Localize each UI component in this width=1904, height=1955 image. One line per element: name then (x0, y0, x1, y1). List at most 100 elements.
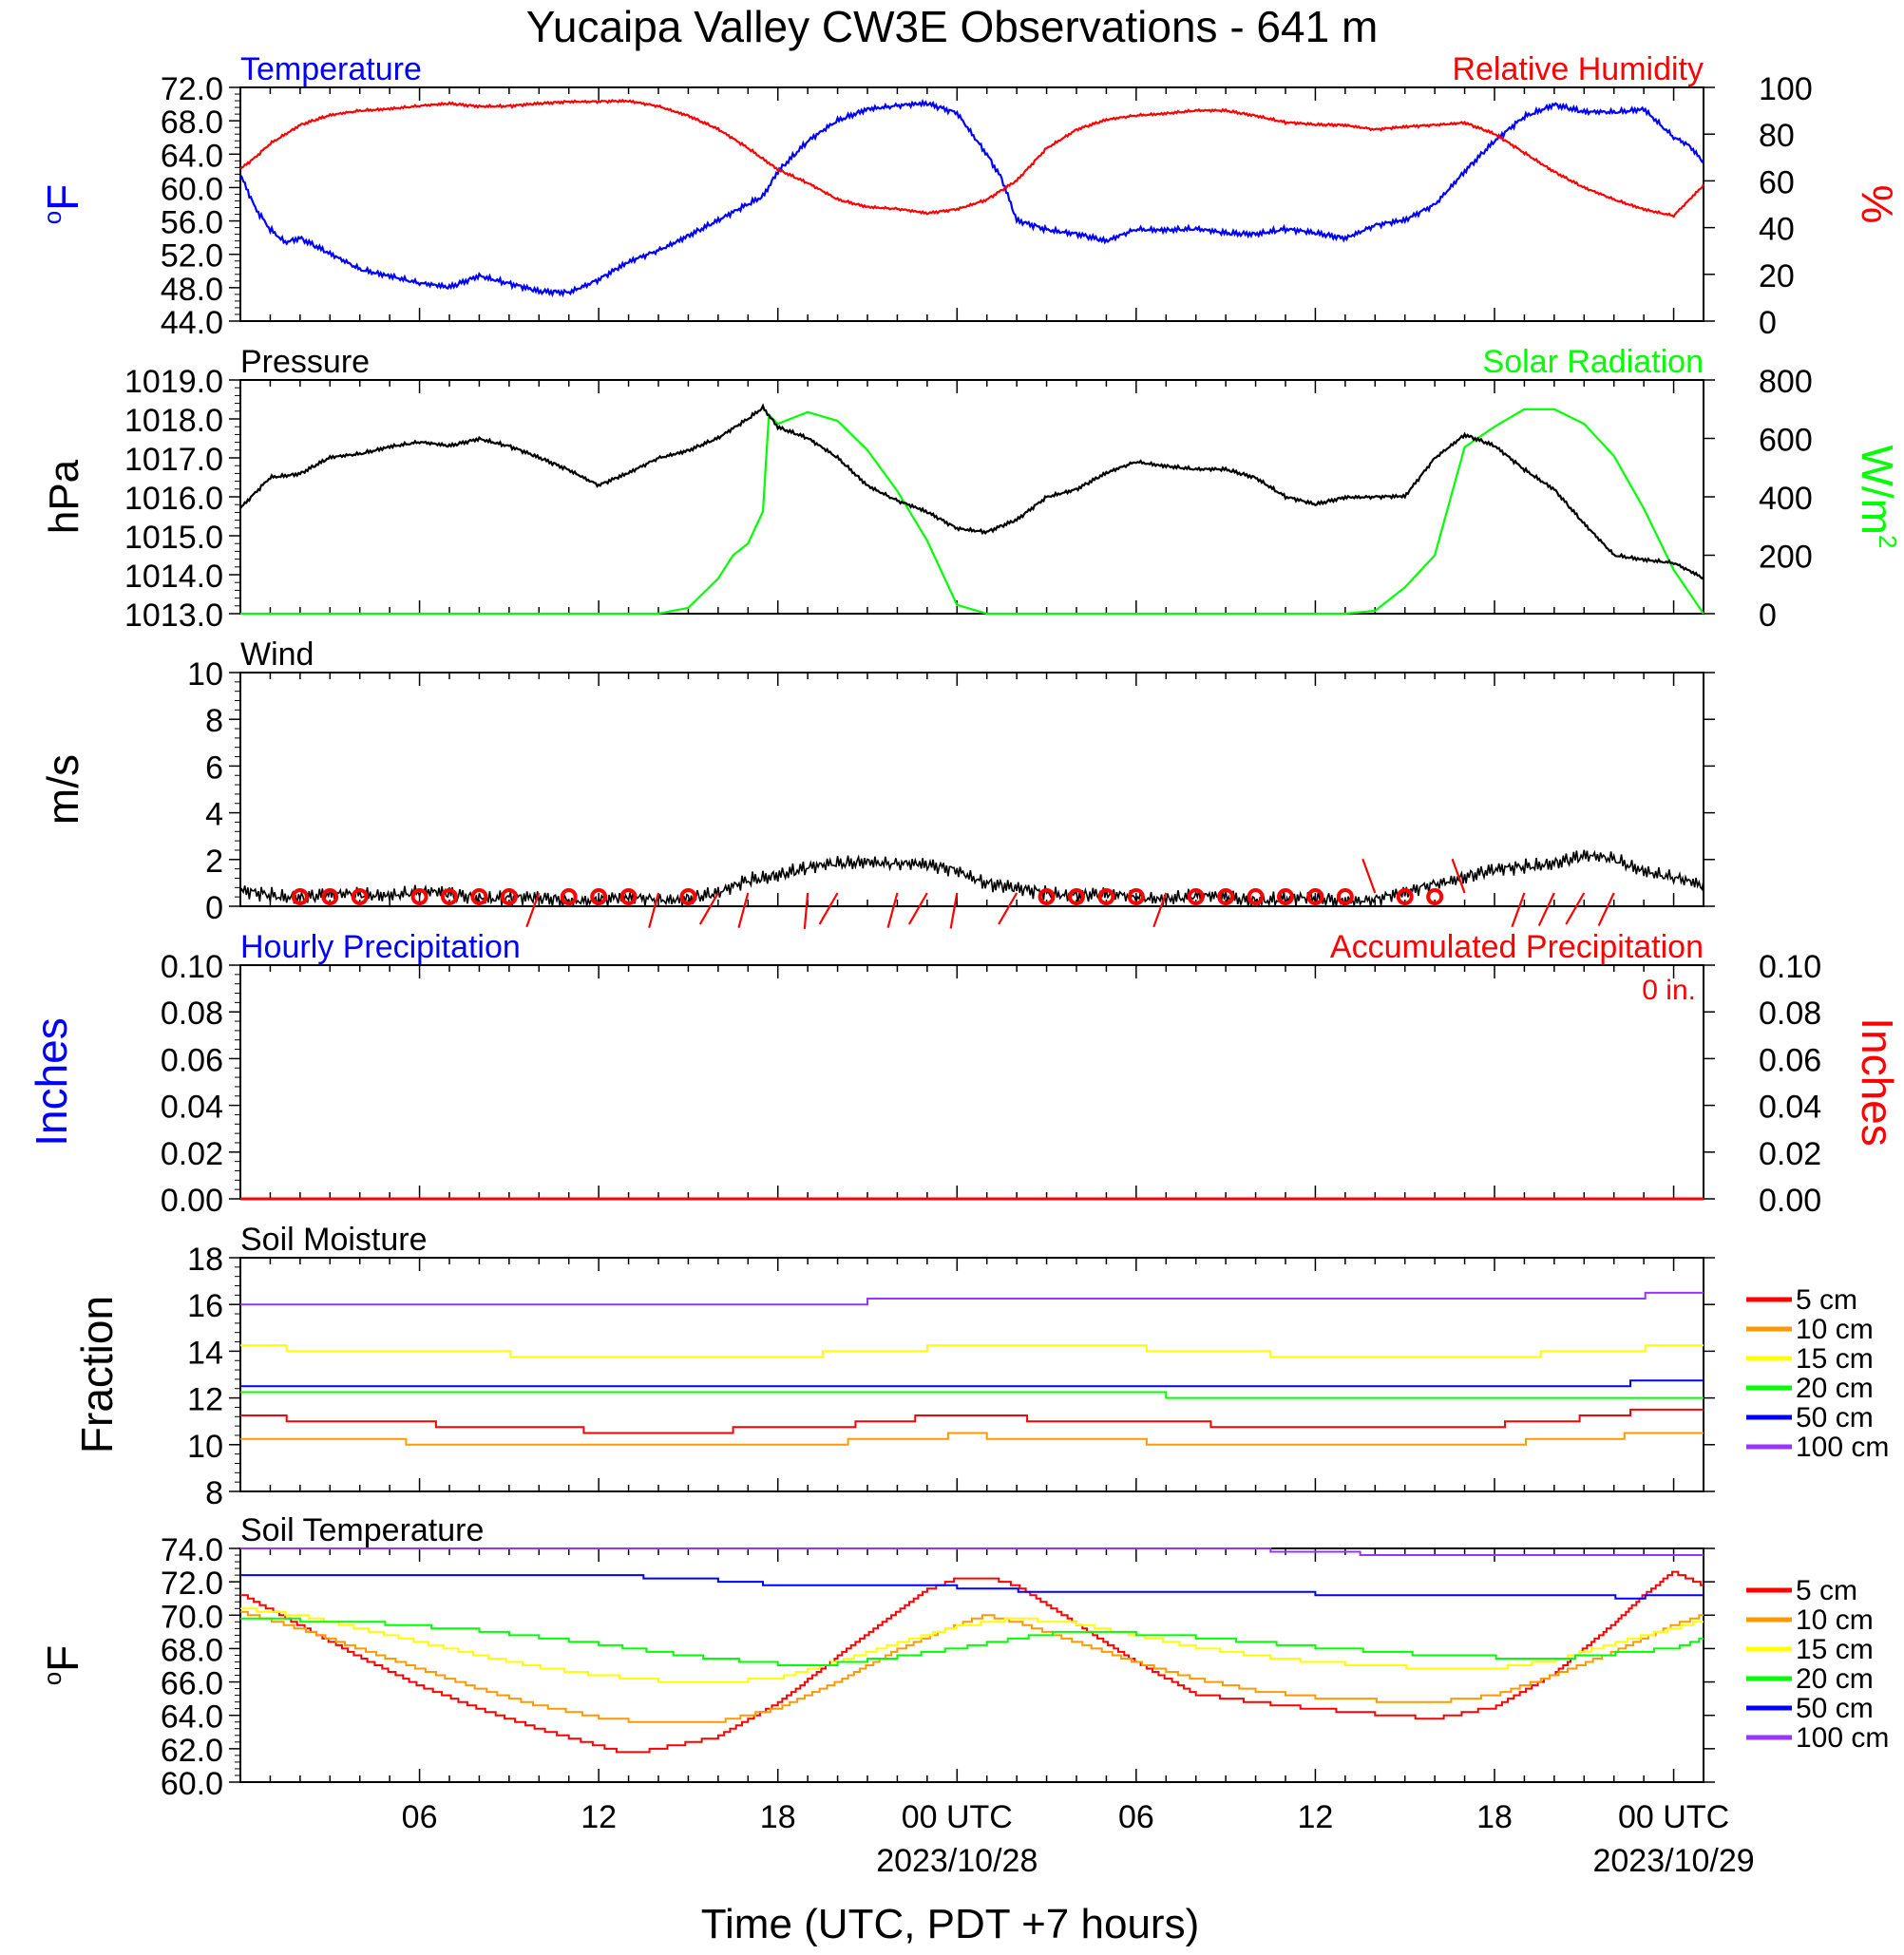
legend-label: 50 cm (1796, 1402, 1874, 1433)
wind-barb (803, 892, 809, 929)
pressure-solar-right-unit: W/m2 (1853, 446, 1902, 549)
time-tick-label: 18 (1476, 1799, 1513, 1835)
pressure-solar-left-tick-label: 1014.0 (124, 559, 223, 595)
wind-barb (698, 892, 719, 925)
wind-calm-circle (1247, 888, 1265, 905)
legend-label: 100 cm (1796, 1722, 1889, 1754)
wind-calm-circle (441, 888, 458, 905)
soil-temperature-left-unit-degree: o (38, 1672, 67, 1685)
wind-calm-circle (1426, 888, 1444, 905)
precipitation-left-tick-label: 0.04 (161, 1090, 223, 1126)
soil-moisture-series-50cm (240, 1379, 1704, 1388)
time-tick-label: 00 UTC (1618, 1799, 1729, 1835)
pressure-solar-right-tick-label: 800 (1759, 364, 1813, 400)
temperature-humidity-left-tick-label: 72.0 (161, 71, 223, 107)
precipitation-frame (239, 964, 1704, 1200)
soil-moisture-series-5cm (240, 1408, 1704, 1434)
wind-barb (1511, 892, 1526, 928)
temperature-humidity-right-tick-label: 100 (1759, 71, 1813, 107)
temperature-humidity-left-unit-degree: o (38, 211, 67, 224)
soil-temperature-frame (239, 1547, 1704, 1783)
time-tick-label: 18 (760, 1799, 796, 1835)
soil-moisture-left-tick-label: 18 (187, 1242, 223, 1278)
soil-temperature-series-20cm (240, 1617, 1704, 1666)
wind-barb (998, 892, 1019, 925)
soil-temperature-left-tick-label: 60.0 (161, 1766, 223, 1802)
precipitation-right-title: Accumulated Precipitation (1330, 929, 1704, 965)
wind-barb (1451, 858, 1466, 894)
time-tick-label: 00 UTC (902, 1799, 1013, 1835)
precipitation-right-tick-label: 0.02 (1759, 1136, 1821, 1172)
soil-temperature-left-tick-label: 66.0 (161, 1666, 223, 1702)
wind-calm-circle (1097, 888, 1115, 905)
soil-temperature-series-100cm (240, 1547, 1704, 1556)
soil-temperature-left-unit: oF (38, 1645, 87, 1686)
wind-barb (1152, 892, 1168, 928)
pressure-solar-left-tick-label: 1015.0 (124, 520, 223, 556)
soil-temperature-left-unit-f: F (38, 1645, 87, 1672)
pressure-solar-left-unit: hPa (41, 459, 87, 534)
soil-moisture-left-title: Soil Moisture (240, 1222, 428, 1258)
wind-calm-circle (500, 888, 518, 905)
legend-label: 5 cm (1796, 1284, 1857, 1316)
wind-barb (648, 892, 660, 928)
temperature-humidity-right-tick-label: 0 (1759, 305, 1777, 341)
precipitation-left-title: Hourly Precipitation (240, 929, 521, 965)
legend-label: 100 cm (1796, 1432, 1889, 1463)
soil-moisture-series-100cm (240, 1291, 1704, 1306)
soil-temperature-series-5cm (240, 1570, 1704, 1754)
precipitation-left-tick-label: 0.02 (161, 1136, 223, 1172)
wind-calm-circle (590, 888, 608, 905)
wind-barb (1565, 892, 1586, 925)
pressure-solar-right-unit-main: W/m (1853, 446, 1902, 536)
temperature-humidity-left-unit-f: F (38, 184, 87, 211)
wind-calm-circle (679, 888, 697, 905)
pressure-solar-left-tick-label: 1016.0 (124, 481, 223, 517)
temperature-humidity-left-unit: oF (38, 184, 87, 225)
precipitation-left-tick-label: 0.10 (161, 949, 223, 985)
precipitation-right-tick-label: 0.04 (1759, 1090, 1821, 1126)
legend-label: 15 cm (1796, 1634, 1874, 1665)
precipitation-right-tick-label: 0.10 (1759, 949, 1821, 985)
wind-calm-circle (1217, 888, 1235, 905)
temperature-humidity-left-tick-label: 60.0 (161, 171, 223, 207)
wind-barb (907, 892, 928, 925)
accum-precip-total: 0 in. (1642, 975, 1696, 1006)
date-label: 2023/10/28 (876, 1843, 1038, 1879)
temperature-humidity-left-tick-label: 68.0 (161, 104, 223, 141)
wind-barb (525, 892, 541, 928)
legend-label: 15 cm (1796, 1343, 1874, 1375)
temperature-humidity-left-title: Temperature (240, 51, 422, 87)
soil-moisture-series-10cm (240, 1432, 1704, 1446)
soil-temperature-left-tick-label: 62.0 (161, 1733, 223, 1769)
temperature-humidity-right-tick-label: 20 (1759, 258, 1795, 294)
precipitation-left-unit: Inches (27, 1017, 76, 1147)
soil-temperature-left-tick-label: 72.0 (161, 1566, 223, 1602)
precipitation-right-tick-label: 0.08 (1759, 996, 1821, 1032)
wind-calm-circle (1187, 888, 1205, 905)
temperature-humidity-left-tick-label: 64.0 (161, 138, 223, 174)
pressure-solar-left-title: Pressure (240, 344, 370, 380)
soil-moisture-left-tick-label: 14 (187, 1335, 223, 1371)
wind-calm-circle (1127, 888, 1145, 905)
wind-calm-circle (410, 888, 428, 905)
temperature-humidity-left-tick-label: 44.0 (161, 305, 223, 341)
precipitation-left-tick-label: 0.08 (161, 996, 223, 1032)
pressure-solar-right-unit-exp: 2 (1874, 535, 1902, 548)
wind-calm-circle (1336, 888, 1354, 905)
pressure-solar-right-tick-label: 200 (1759, 540, 1813, 576)
date-label: 2023/10/29 (1592, 1843, 1754, 1879)
wind-left-tick-label: 4 (205, 797, 223, 833)
pressure-series-line (239, 403, 1704, 580)
wind-barb (949, 892, 959, 929)
solar-series-line (240, 408, 1704, 616)
pressure-solar-right-tick-label: 400 (1759, 481, 1813, 517)
wind-panel: 0 2 4 6 8 10 Wind m/s (38, 636, 1715, 929)
wind-calm-circle (560, 888, 578, 905)
wind-calm-circle (351, 888, 369, 905)
humidity-series-line (239, 98, 1704, 218)
pressure-solar-panel: 1013.01014.01015.01016.01017.01018.01019… (41, 344, 1902, 634)
legend-label: 20 cm (1796, 1373, 1874, 1404)
soil-temperature-series-10cm (240, 1610, 1704, 1723)
